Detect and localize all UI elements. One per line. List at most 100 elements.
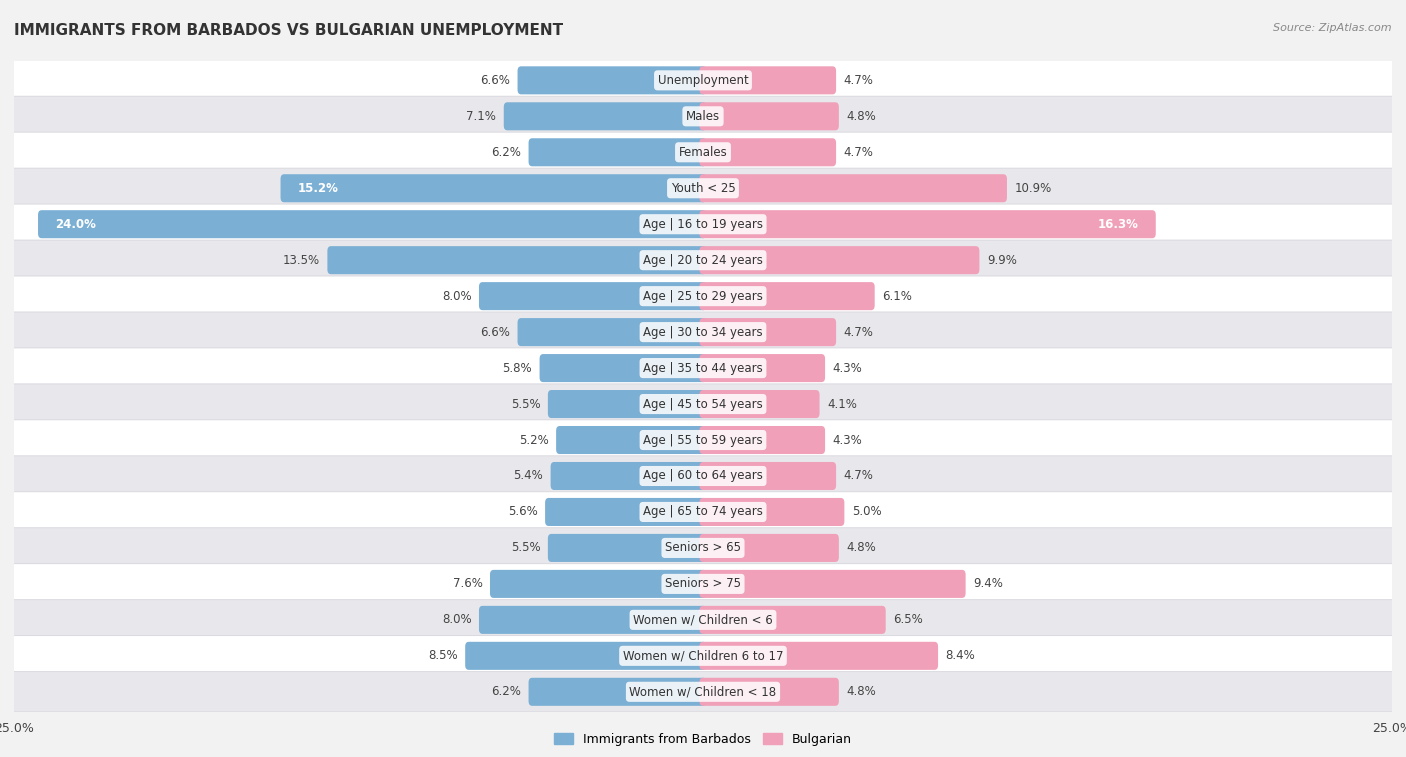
Text: Age | 25 to 29 years: Age | 25 to 29 years [643, 290, 763, 303]
FancyBboxPatch shape [699, 246, 980, 274]
Text: Seniors > 65: Seniors > 65 [665, 541, 741, 554]
Text: Youth < 25: Youth < 25 [671, 182, 735, 195]
FancyBboxPatch shape [1, 276, 1405, 316]
Text: 4.8%: 4.8% [846, 685, 876, 698]
Text: 5.4%: 5.4% [513, 469, 543, 482]
Text: 8.5%: 8.5% [427, 650, 458, 662]
FancyBboxPatch shape [699, 462, 837, 490]
FancyBboxPatch shape [1, 564, 1405, 604]
Text: 8.4%: 8.4% [945, 650, 976, 662]
Text: 4.3%: 4.3% [832, 362, 862, 375]
Text: Seniors > 75: Seniors > 75 [665, 578, 741, 590]
FancyBboxPatch shape [489, 570, 707, 598]
FancyBboxPatch shape [517, 318, 707, 346]
Text: 4.1%: 4.1% [827, 397, 856, 410]
FancyBboxPatch shape [548, 390, 707, 418]
Text: Unemployment: Unemployment [658, 74, 748, 87]
Text: 6.2%: 6.2% [491, 146, 522, 159]
Text: 4.7%: 4.7% [844, 326, 873, 338]
FancyBboxPatch shape [1, 348, 1405, 388]
FancyBboxPatch shape [517, 67, 707, 95]
FancyBboxPatch shape [699, 174, 1007, 202]
Text: 4.8%: 4.8% [846, 110, 876, 123]
FancyBboxPatch shape [529, 139, 707, 167]
FancyBboxPatch shape [699, 642, 938, 670]
FancyBboxPatch shape [699, 606, 886, 634]
FancyBboxPatch shape [1, 168, 1405, 208]
Text: 9.4%: 9.4% [973, 578, 1002, 590]
Text: Age | 55 to 59 years: Age | 55 to 59 years [643, 434, 763, 447]
Text: 4.8%: 4.8% [846, 541, 876, 554]
Text: IMMIGRANTS FROM BARBADOS VS BULGARIAN UNEMPLOYMENT: IMMIGRANTS FROM BARBADOS VS BULGARIAN UN… [14, 23, 564, 38]
Text: Source: ZipAtlas.com: Source: ZipAtlas.com [1274, 23, 1392, 33]
FancyBboxPatch shape [551, 462, 707, 490]
Text: 15.2%: 15.2% [298, 182, 339, 195]
Text: 9.9%: 9.9% [987, 254, 1017, 266]
FancyBboxPatch shape [699, 210, 1156, 238]
FancyBboxPatch shape [1, 528, 1405, 568]
Text: 13.5%: 13.5% [283, 254, 321, 266]
Text: 7.1%: 7.1% [467, 110, 496, 123]
Text: Age | 20 to 24 years: Age | 20 to 24 years [643, 254, 763, 266]
Text: 5.5%: 5.5% [510, 541, 540, 554]
FancyBboxPatch shape [1, 312, 1405, 352]
FancyBboxPatch shape [38, 210, 707, 238]
FancyBboxPatch shape [699, 426, 825, 454]
FancyBboxPatch shape [1, 132, 1405, 173]
Text: Age | 60 to 64 years: Age | 60 to 64 years [643, 469, 763, 482]
Text: Age | 16 to 19 years: Age | 16 to 19 years [643, 218, 763, 231]
FancyBboxPatch shape [699, 678, 839, 706]
Text: 5.5%: 5.5% [510, 397, 540, 410]
FancyBboxPatch shape [479, 282, 707, 310]
FancyBboxPatch shape [479, 606, 707, 634]
FancyBboxPatch shape [699, 498, 845, 526]
FancyBboxPatch shape [540, 354, 707, 382]
Text: Women w/ Children < 18: Women w/ Children < 18 [630, 685, 776, 698]
FancyBboxPatch shape [699, 354, 825, 382]
Text: Age | 35 to 44 years: Age | 35 to 44 years [643, 362, 763, 375]
Text: Males: Males [686, 110, 720, 123]
Text: 10.9%: 10.9% [1014, 182, 1052, 195]
Text: Age | 65 to 74 years: Age | 65 to 74 years [643, 506, 763, 519]
Text: 6.2%: 6.2% [491, 685, 522, 698]
FancyBboxPatch shape [1, 204, 1405, 245]
Text: 24.0%: 24.0% [55, 218, 96, 231]
Text: 5.8%: 5.8% [502, 362, 531, 375]
FancyBboxPatch shape [546, 498, 707, 526]
FancyBboxPatch shape [465, 642, 707, 670]
FancyBboxPatch shape [1, 240, 1405, 280]
FancyBboxPatch shape [699, 282, 875, 310]
FancyBboxPatch shape [328, 246, 707, 274]
Text: 6.6%: 6.6% [481, 326, 510, 338]
Text: 4.7%: 4.7% [844, 146, 873, 159]
FancyBboxPatch shape [1, 96, 1405, 136]
Text: 4.3%: 4.3% [832, 434, 862, 447]
FancyBboxPatch shape [281, 174, 707, 202]
FancyBboxPatch shape [503, 102, 707, 130]
FancyBboxPatch shape [548, 534, 707, 562]
Text: Age | 30 to 34 years: Age | 30 to 34 years [643, 326, 763, 338]
Text: Women w/ Children 6 to 17: Women w/ Children 6 to 17 [623, 650, 783, 662]
FancyBboxPatch shape [1, 420, 1405, 460]
Text: 5.6%: 5.6% [508, 506, 537, 519]
Text: Females: Females [679, 146, 727, 159]
FancyBboxPatch shape [699, 570, 966, 598]
Text: 7.6%: 7.6% [453, 578, 482, 590]
FancyBboxPatch shape [557, 426, 707, 454]
Text: 6.6%: 6.6% [481, 74, 510, 87]
FancyBboxPatch shape [529, 678, 707, 706]
Legend: Immigrants from Barbados, Bulgarian: Immigrants from Barbados, Bulgarian [550, 728, 856, 751]
FancyBboxPatch shape [1, 384, 1405, 424]
Text: 16.3%: 16.3% [1098, 218, 1139, 231]
Text: 4.7%: 4.7% [844, 74, 873, 87]
FancyBboxPatch shape [699, 534, 839, 562]
Text: 8.0%: 8.0% [441, 290, 471, 303]
FancyBboxPatch shape [699, 318, 837, 346]
Text: 6.1%: 6.1% [882, 290, 912, 303]
Text: 5.0%: 5.0% [852, 506, 882, 519]
Text: Age | 45 to 54 years: Age | 45 to 54 years [643, 397, 763, 410]
FancyBboxPatch shape [699, 139, 837, 167]
FancyBboxPatch shape [699, 67, 837, 95]
FancyBboxPatch shape [699, 102, 839, 130]
FancyBboxPatch shape [1, 600, 1405, 640]
